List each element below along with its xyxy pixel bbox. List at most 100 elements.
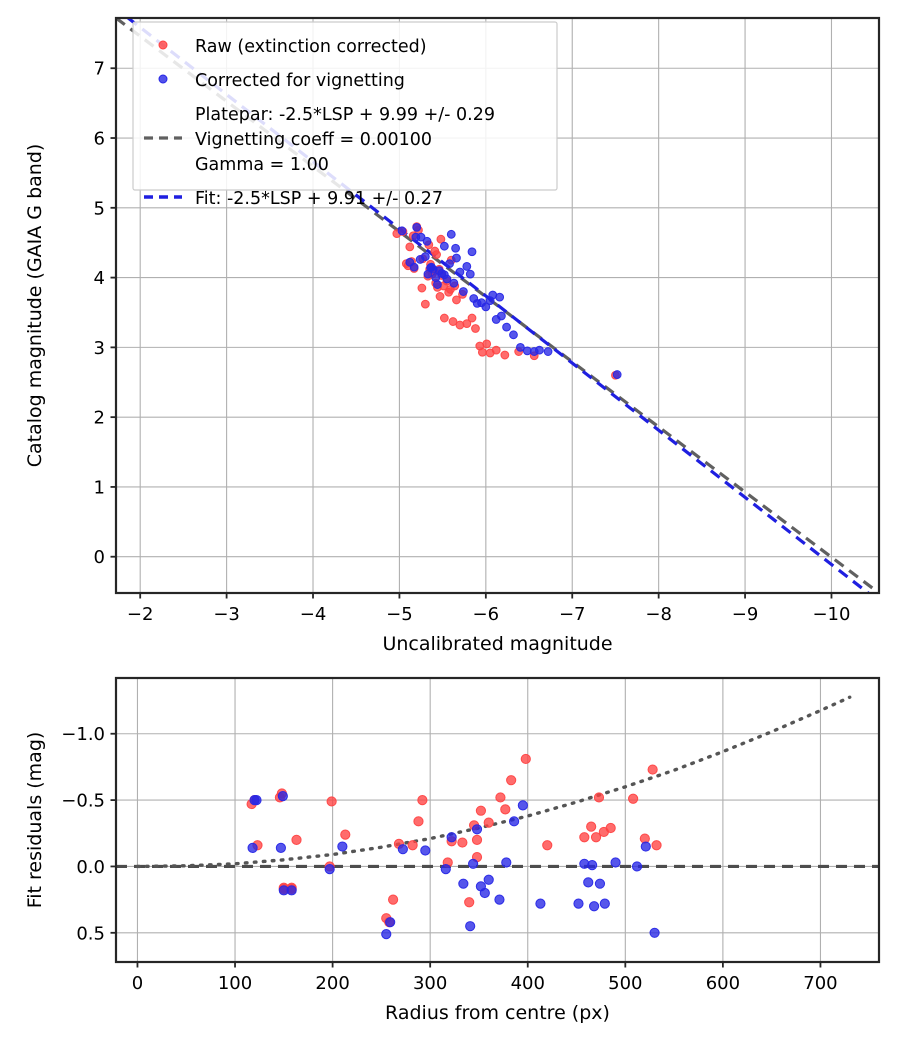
data-point [612, 370, 622, 379]
data-point [436, 234, 446, 244]
data-point [340, 829, 351, 840]
data-point [387, 894, 399, 905]
tick-label-y: −1.0 [61, 724, 105, 745]
data-point [439, 241, 449, 251]
tick-label-x: 300 [413, 973, 447, 994]
line-fit [127, 18, 871, 593]
legend-label-fit: Fit: -2.5*LSP + 9.91 +/- 0.27 [195, 189, 443, 209]
line-vignetting-curve [135, 695, 852, 869]
data-point [291, 834, 302, 846]
data-point [417, 283, 427, 293]
data-point [420, 845, 431, 856]
legend-marker-raw [158, 40, 168, 50]
data-point [477, 347, 487, 357]
legend-label-platepar-line1: Platepar: -2.5*LSP + 9.99 +/- 0.29 [195, 105, 495, 125]
legend-marker-corrected [158, 74, 168, 84]
data-point [495, 292, 505, 302]
data-point [508, 816, 520, 827]
tick-label-y: 3 [94, 338, 105, 359]
tick-label-x: −8 [645, 604, 672, 625]
data-point [583, 877, 594, 888]
axis-ticks: 0 100 200 300 400 500 600 700 0.5 0.0 −0.5 −1.0 [61, 724, 837, 994]
tick-label-x: −5 [386, 604, 413, 625]
data-point [542, 840, 553, 851]
tick-label-y: 0 [94, 547, 105, 568]
tick-label-y: 0.5 [76, 923, 105, 944]
tick-label-x: 400 [511, 973, 545, 994]
data-point [381, 929, 392, 940]
data-point [631, 861, 643, 872]
data-point [435, 292, 445, 301]
legend-label-corrected: Corrected for vignetting [195, 71, 405, 91]
tick-label-x: −3 [213, 604, 240, 625]
tick-label-y: 5 [94, 198, 105, 219]
tick-label-x: −6 [473, 604, 500, 625]
data-point [433, 280, 442, 289]
data-point [409, 262, 419, 272]
tick-label-y: 0.0 [76, 857, 105, 878]
data-point [439, 270, 449, 280]
data-point [455, 267, 465, 277]
data-point [420, 299, 430, 309]
axis-ticks: −2 −3 −4 −5 −6 −7 −8 −9 −10 0 1 2 3 4 5 6 7 [94, 59, 851, 625]
data-point [573, 898, 584, 909]
data-point [483, 874, 494, 885]
data-point [458, 287, 468, 296]
tick-label-y: −0.5 [61, 791, 105, 812]
tick-label-x: −4 [300, 604, 327, 625]
data-point [337, 841, 348, 852]
legend: Raw (extinction corrected) Corrected for … [132, 21, 558, 209]
data-point [640, 841, 651, 852]
plot-background [116, 678, 879, 962]
data-point [451, 243, 460, 253]
data-point [482, 339, 492, 349]
data-point [467, 313, 477, 323]
legend-box [132, 21, 558, 191]
x-axis-label: Radius from centre (px) [385, 1002, 610, 1024]
data-point [465, 269, 475, 279]
data-point [417, 794, 428, 806]
data-point [471, 324, 480, 333]
data-point [457, 837, 468, 848]
x-axis-label: Uncalibrated magnitude [382, 633, 612, 655]
data-point [462, 319, 472, 329]
data-point [440, 864, 451, 875]
data-point [535, 345, 544, 355]
data-point [452, 295, 461, 305]
data-point [491, 345, 501, 355]
data-point [275, 842, 286, 853]
tick-label-y: 1 [94, 477, 105, 498]
legend-label-platepar-line2: Vignetting coeff = 0.00100 [195, 130, 432, 150]
series-corrected-for-vignetting [247, 791, 660, 940]
data-point [651, 840, 662, 851]
y-axis-label: Catalog magnitude (GAIA G band) [24, 144, 46, 468]
data-point [588, 901, 600, 912]
tick-label-x: −10 [812, 604, 850, 625]
data-point [594, 878, 606, 889]
series-raw-extinction-corrected- [246, 753, 662, 928]
data-point [385, 917, 396, 928]
data-layer [116, 695, 879, 940]
data-point [471, 824, 483, 835]
data-point [587, 860, 598, 871]
data-point [501, 857, 512, 868]
data-point [586, 821, 597, 832]
data-point [411, 232, 421, 242]
tick-label-x: −7 [559, 604, 586, 625]
data-point [407, 840, 418, 851]
data-point [422, 236, 432, 246]
series-corrected-for-vignetting [397, 222, 622, 379]
data-point [468, 858, 479, 869]
legend-label-raw: Raw (extinction corrected) [195, 37, 427, 57]
data-point [475, 805, 487, 816]
data-point [449, 278, 459, 288]
data-point [506, 775, 517, 786]
data-point [458, 878, 469, 889]
data-point [251, 794, 262, 806]
data-point [413, 816, 424, 827]
data-point [628, 793, 639, 804]
data-point [535, 898, 546, 909]
tick-label-y: 6 [94, 129, 105, 150]
